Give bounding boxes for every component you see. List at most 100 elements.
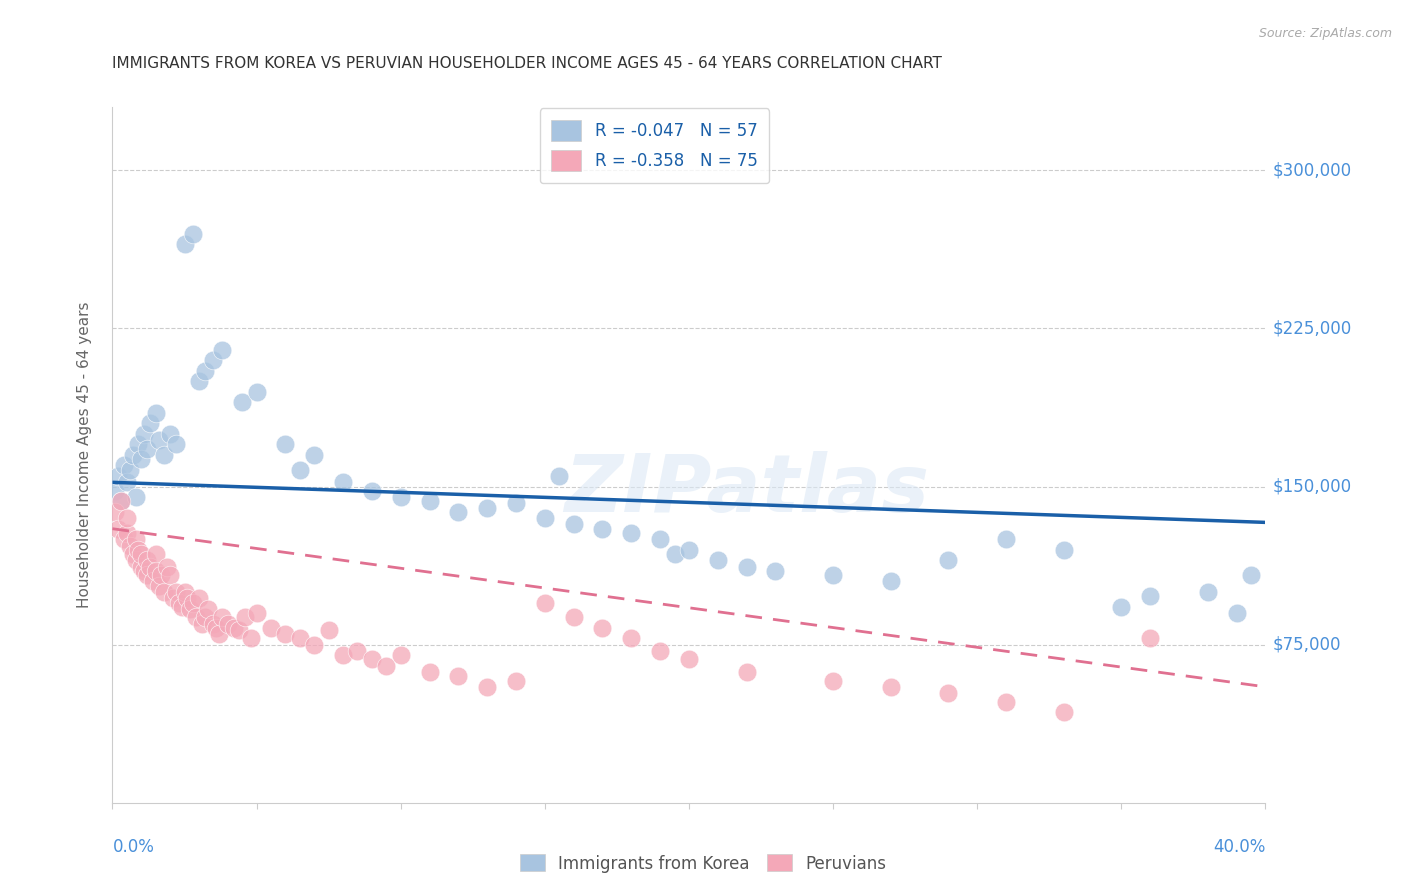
Point	[880, 574, 903, 589]
Point	[150, 568, 173, 582]
Point	[145, 564, 167, 578]
Point	[995, 533, 1018, 547]
Point	[475, 500, 498, 515]
Text: IMMIGRANTS FROM KOREA VS PERUVIAN HOUSEHOLDER INCOME AGES 45 - 64 YEARS CORRELAT: IMMIGRANTS FROM KOREA VS PERUVIAN HOUSEH…	[112, 56, 942, 71]
Point	[304, 448, 326, 462]
Point	[1197, 585, 1219, 599]
Point	[208, 627, 231, 641]
Point	[179, 602, 201, 616]
Point	[245, 384, 267, 399]
Y-axis label: Householder Income Ages 45 - 64 years: Householder Income Ages 45 - 64 years	[77, 301, 91, 608]
Point	[112, 458, 135, 473]
Point	[165, 437, 187, 451]
Point	[134, 426, 156, 441]
Point	[1226, 606, 1249, 620]
Point	[222, 621, 245, 635]
Point	[202, 353, 225, 368]
Point	[1052, 542, 1074, 557]
Point	[735, 559, 758, 574]
Point	[142, 574, 165, 589]
Point	[475, 680, 498, 694]
Point	[124, 533, 146, 547]
Point	[1240, 568, 1263, 582]
Point	[170, 599, 193, 614]
Point	[419, 665, 441, 679]
Point	[936, 553, 959, 567]
Point	[318, 623, 340, 637]
Point	[156, 559, 179, 574]
Point	[188, 374, 211, 388]
Point	[821, 568, 844, 582]
Point	[153, 448, 176, 462]
Point	[880, 680, 903, 694]
Point	[1052, 705, 1074, 719]
Point	[332, 475, 354, 490]
Point	[211, 343, 233, 357]
Point	[592, 522, 614, 536]
Point	[110, 494, 132, 508]
Point	[136, 568, 159, 582]
Text: $75,000: $75,000	[1272, 636, 1341, 654]
Point	[129, 547, 153, 561]
Point	[505, 673, 527, 688]
Point	[562, 610, 585, 624]
Point	[124, 553, 146, 567]
Point	[533, 595, 555, 609]
Point	[274, 437, 297, 451]
Point	[505, 496, 527, 510]
Point	[821, 673, 844, 688]
Legend: Immigrants from Korea, Peruvians: Immigrants from Korea, Peruvians	[513, 847, 893, 880]
Point	[419, 494, 441, 508]
Point	[167, 595, 190, 609]
Point	[592, 621, 614, 635]
Point	[145, 406, 167, 420]
Point	[648, 644, 672, 658]
Point	[706, 553, 728, 567]
Point	[274, 627, 297, 641]
Point	[288, 632, 311, 646]
Point	[121, 547, 143, 561]
Point	[127, 542, 149, 557]
Point	[245, 606, 267, 620]
Point	[115, 511, 138, 525]
Point	[118, 463, 141, 477]
Point	[197, 602, 219, 616]
Text: $300,000: $300,000	[1272, 161, 1351, 179]
Point	[159, 568, 181, 582]
Point	[735, 665, 758, 679]
Point	[620, 525, 643, 540]
Point	[107, 522, 129, 536]
Point	[678, 652, 700, 666]
Point	[129, 559, 153, 574]
Point	[447, 505, 470, 519]
Point	[107, 469, 129, 483]
Point	[191, 616, 214, 631]
Point	[194, 363, 217, 377]
Point	[153, 585, 176, 599]
Point	[148, 433, 170, 447]
Point	[995, 695, 1018, 709]
Point	[134, 564, 156, 578]
Point	[304, 638, 326, 652]
Point	[159, 426, 181, 441]
Point	[360, 483, 382, 498]
Point	[118, 539, 141, 553]
Point	[165, 585, 187, 599]
Point	[620, 632, 643, 646]
Point	[104, 505, 127, 519]
Point	[202, 616, 225, 631]
Point	[389, 648, 412, 663]
Point	[205, 621, 228, 635]
Point	[129, 452, 153, 467]
Point	[548, 469, 571, 483]
Text: $150,000: $150,000	[1272, 477, 1351, 496]
Point	[139, 417, 162, 431]
Point	[533, 511, 555, 525]
Legend: R = -0.047   N = 57, R = -0.358   N = 75: R = -0.047 N = 57, R = -0.358 N = 75	[540, 109, 769, 183]
Point	[1111, 599, 1133, 614]
Point	[260, 621, 283, 635]
Point	[360, 652, 382, 666]
Point	[389, 490, 412, 504]
Point	[194, 610, 217, 624]
Point	[110, 494, 132, 508]
